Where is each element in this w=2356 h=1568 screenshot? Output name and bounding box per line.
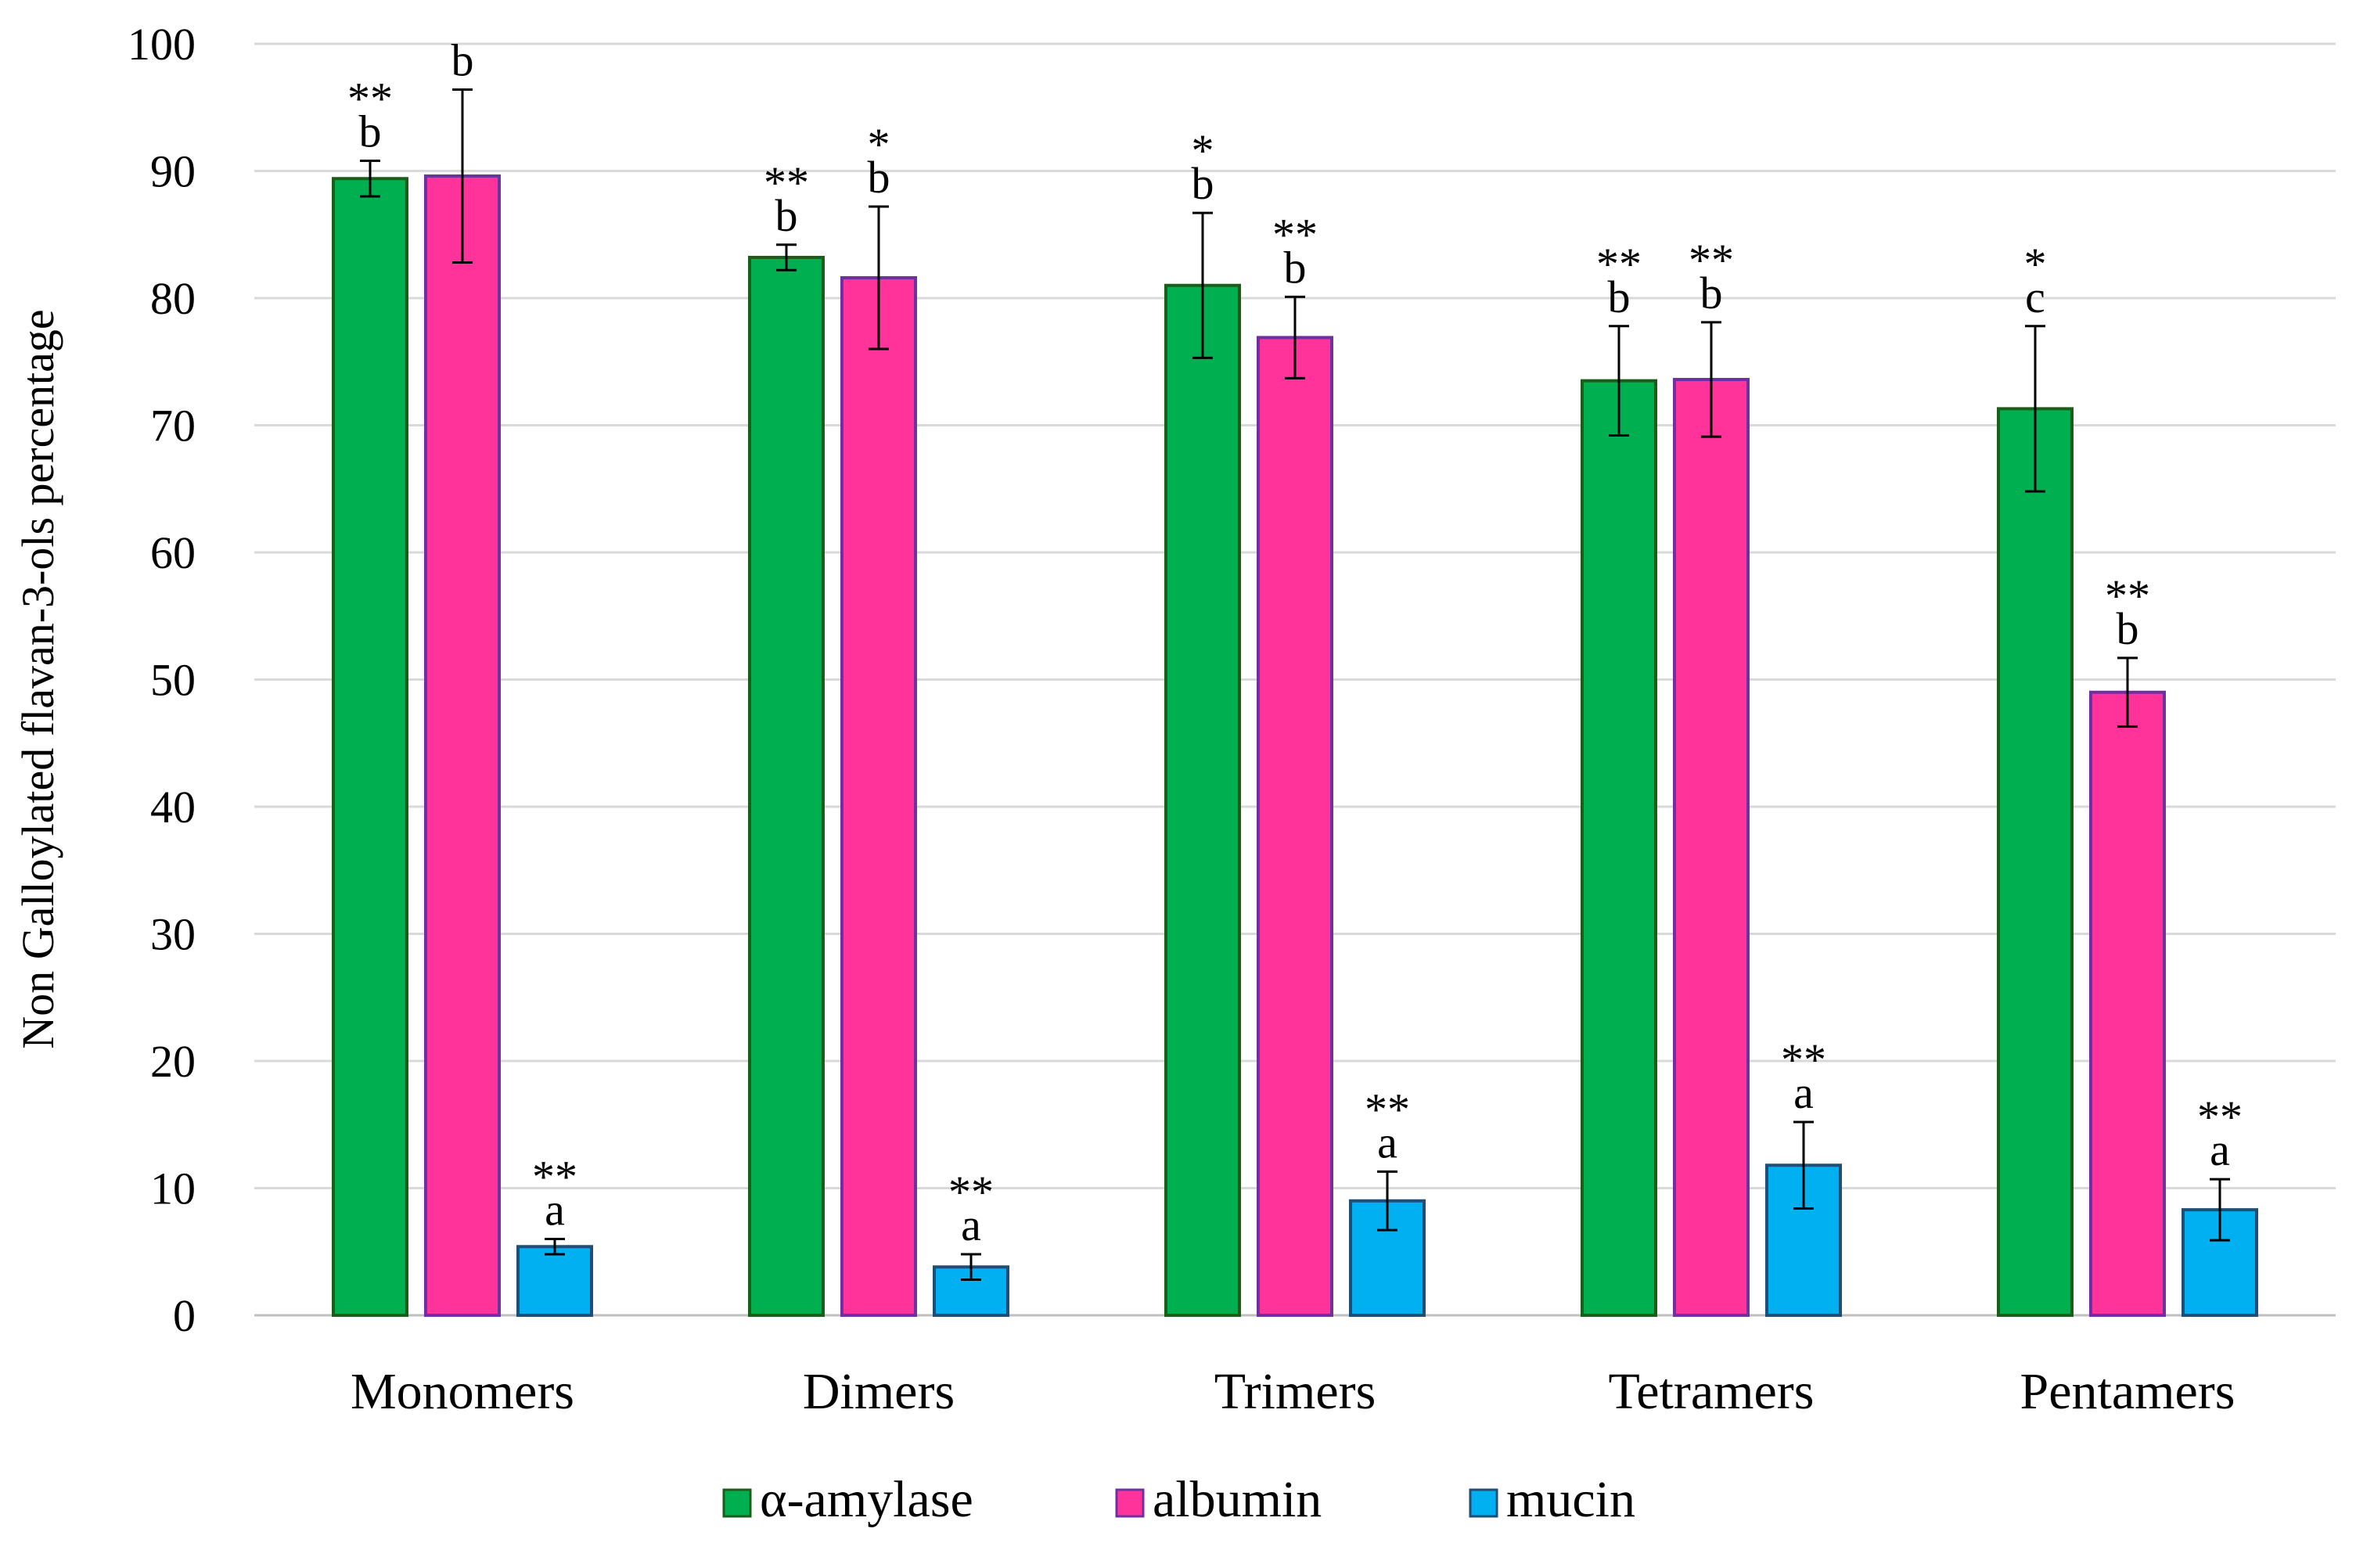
significance-letter: a — [1377, 1117, 1397, 1167]
significance-letter: b — [451, 35, 474, 86]
legend-label: α-amylase — [760, 1471, 973, 1528]
bar — [1581, 379, 1657, 1317]
legend: α-amylase albumin mucin — [722, 1471, 1635, 1528]
bar — [332, 177, 408, 1317]
x-tick-label: Pentamers — [2020, 1363, 2236, 1420]
y-tick-label: 40 — [150, 782, 196, 833]
x-axis-ticks: Monomers Dimers Trimers Tetramers Pentamers — [351, 1363, 2235, 1420]
y-tick-label: 20 — [150, 1036, 196, 1087]
significance-stars: ** — [2105, 570, 2150, 621]
significance-letter: a — [545, 1185, 565, 1235]
y-axis-label: Non Galloylated flavan-3-ols percentage — [13, 309, 63, 1048]
significance-stars: ** — [1365, 1084, 1410, 1135]
y-tick-label: 50 — [150, 655, 196, 706]
significance-letter: c — [2025, 272, 2045, 322]
significance-letter: a — [1793, 1067, 1814, 1118]
x-tick-label: Tetramers — [1609, 1363, 1815, 1420]
significance-stars: ** — [948, 1167, 994, 1217]
y-axis-ticks: 0 10 20 30 40 50 60 70 80 90 100 — [128, 19, 196, 1341]
legend-label: mucin — [1506, 1471, 1635, 1528]
bars: b**ba**b** b*a**b*b**a**b**b**a**c*b**a** — [332, 35, 2258, 1317]
y-tick-label: 10 — [150, 1163, 196, 1214]
significance-stars: ** — [1689, 235, 1734, 286]
legend-swatch — [1469, 1488, 1498, 1518]
significance-stars: ** — [532, 1152, 577, 1203]
significance-stars: * — [1192, 125, 1214, 176]
y-tick-label: 80 — [150, 273, 196, 324]
y-tick-label: 70 — [150, 401, 196, 451]
bar — [1997, 407, 2074, 1317]
bar — [840, 276, 917, 1317]
bar — [1164, 283, 1241, 1317]
bar — [516, 1245, 593, 1317]
significance-letter: b — [868, 152, 890, 203]
legend-label: albumin — [1153, 1471, 1322, 1528]
y-tick-label: 60 — [150, 527, 196, 578]
significance-stars: ** — [1781, 1034, 1826, 1085]
y-tick-label: 0 — [173, 1290, 196, 1341]
significance-letter: a — [961, 1199, 981, 1250]
y-tick-label: 100 — [128, 19, 196, 70]
significance-letter: b — [359, 106, 382, 157]
x-tick-label: Trimers — [1214, 1363, 1376, 1420]
bar — [748, 256, 825, 1317]
significance-letter: b — [1700, 268, 1723, 318]
significance-stars: ** — [764, 157, 809, 208]
significance-letter: b — [1192, 158, 1214, 209]
x-tick-label: Dimers — [803, 1363, 955, 1420]
significance-letter: b — [1284, 242, 1307, 293]
significance-letter: b — [2117, 603, 2139, 654]
significance-stars: ** — [2197, 1091, 2243, 1142]
significance-letter: a — [2210, 1124, 2230, 1175]
legend-swatch — [722, 1488, 752, 1518]
significance-stars: * — [868, 119, 890, 170]
x-tick-label: Monomers — [351, 1363, 574, 1420]
y-tick-label: 90 — [150, 146, 196, 197]
bar — [1673, 378, 1750, 1317]
significance-letter: b — [1608, 272, 1631, 322]
y-tick-label: 30 — [150, 909, 196, 960]
significance-stars: ** — [347, 74, 393, 124]
legend-swatch — [1115, 1488, 1145, 1518]
bar — [1257, 336, 1333, 1317]
significance-letter: b — [775, 190, 798, 241]
significance-stars: ** — [1272, 209, 1318, 260]
bar — [2089, 690, 2166, 1317]
significance-stars: ** — [1596, 239, 1642, 290]
bar — [424, 174, 501, 1317]
significance-stars: * — [2024, 239, 2047, 290]
